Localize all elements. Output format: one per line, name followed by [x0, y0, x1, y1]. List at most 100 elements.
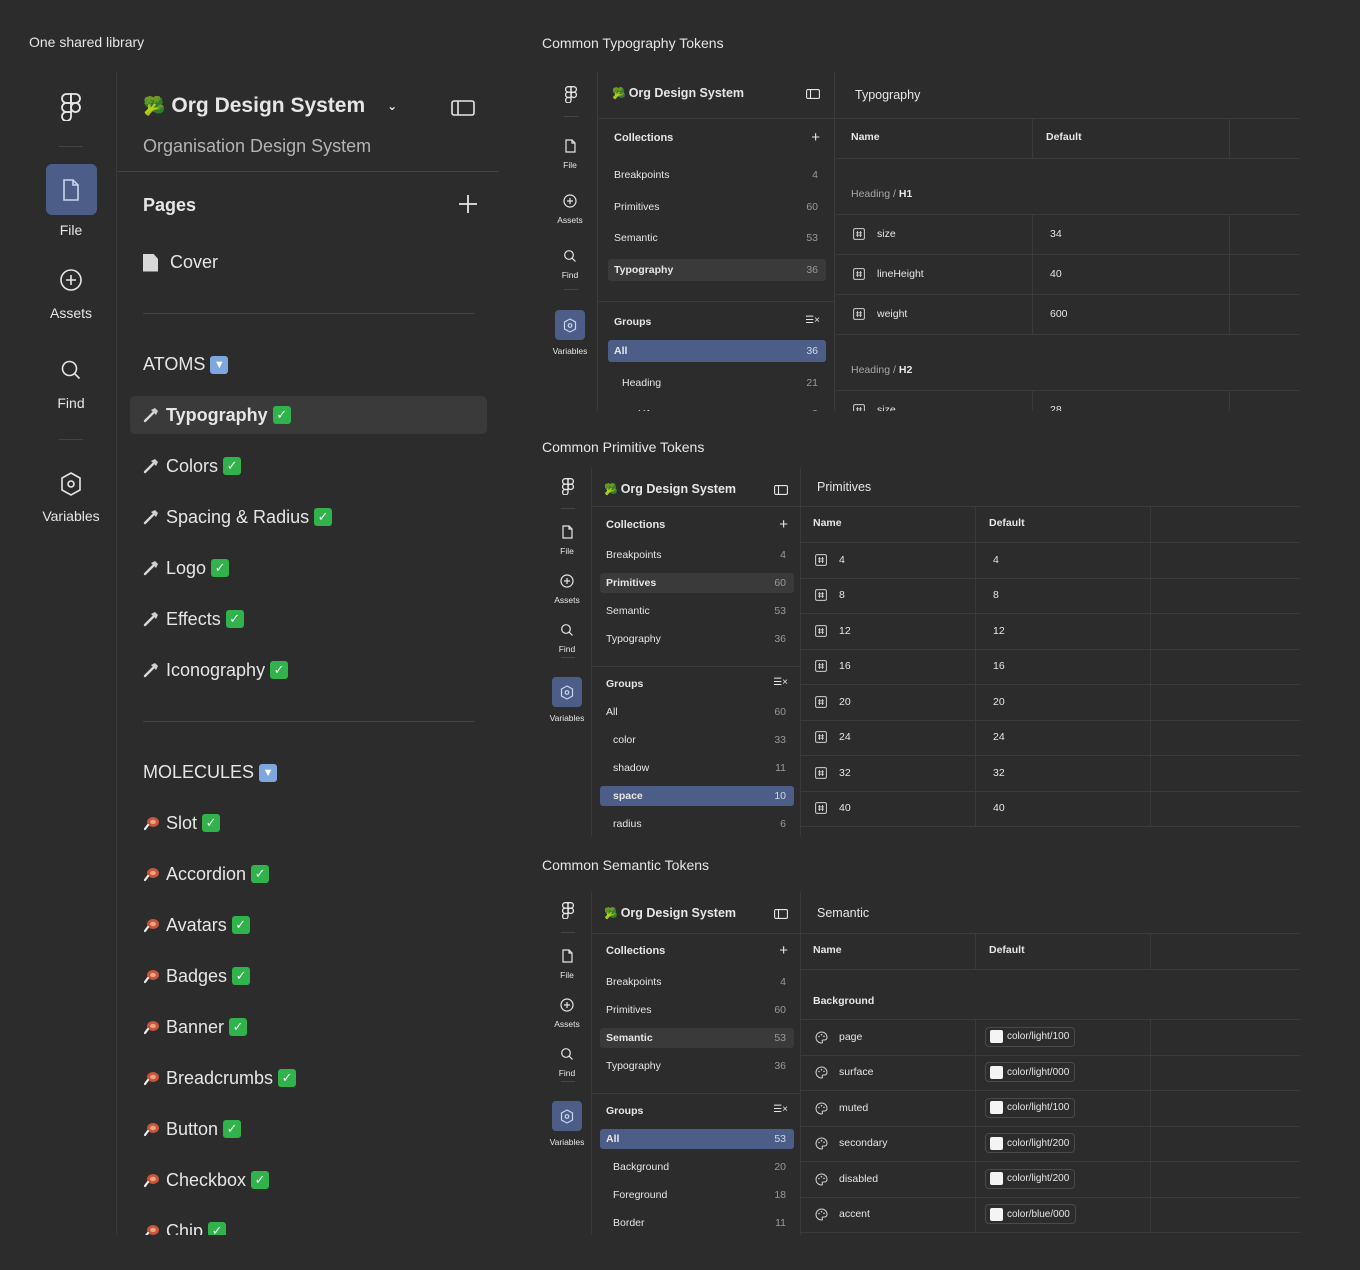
page-item-atom[interactable]: Effects ✓: [130, 600, 487, 638]
table-row[interactable]: muted color/light/100: [801, 1090, 1300, 1127]
sidebar-toggle-icon[interactable]: [774, 909, 788, 919]
group-item[interactable]: All 53: [600, 1129, 794, 1149]
collection-item[interactable]: Semantic 53: [600, 601, 794, 621]
page-item-molecule[interactable]: Chip ✓: [130, 1212, 487, 1235]
table-row[interactable]: size 34: [835, 214, 1300, 255]
alias-chip[interactable]: color/light/100: [985, 1026, 1076, 1047]
variable-value[interactable]: 34: [1050, 228, 1062, 240]
variable-value[interactable]: 24: [993, 731, 1005, 744]
page-item-atom[interactable]: Iconography ✓: [130, 651, 487, 689]
group-item[interactable]: color 33: [600, 730, 794, 750]
group-item[interactable]: Foreground 18: [600, 1185, 794, 1205]
collection-item[interactable]: Breakpoints 4: [600, 545, 794, 565]
table-row[interactable]: 20 20: [801, 684, 1300, 721]
group-item[interactable]: space 10: [600, 786, 794, 806]
page-item-atom[interactable]: Logo ✓: [130, 549, 487, 587]
library-title-row[interactable]: 🥦 Org Design System: [612, 86, 744, 100]
variable-value[interactable]: 20: [993, 695, 1005, 708]
alias-chip[interactable]: color/blue/000: [985, 1204, 1076, 1225]
group-item[interactable]: radius 6: [600, 814, 794, 834]
alias-chip[interactable]: color/light/200: [985, 1168, 1076, 1189]
library-title-row[interactable]: 🥦 Org Design System: [604, 906, 736, 920]
collection-item[interactable]: Primitives 60: [600, 573, 794, 593]
collection-item[interactable]: Typography 36: [600, 1056, 794, 1076]
variable-value[interactable]: 8: [993, 589, 999, 602]
rail-file[interactable]: File: [543, 948, 591, 980]
collection-item[interactable]: Primitives 60: [600, 1000, 794, 1020]
table-row[interactable]: weight 600: [835, 294, 1300, 335]
rail-file[interactable]: File: [543, 524, 591, 556]
variable-value[interactable]: 40: [1050, 268, 1062, 280]
table-row[interactable]: secondary color/light/200: [801, 1125, 1300, 1162]
variable-value[interactable]: 28: [1050, 404, 1062, 411]
alias-chip[interactable]: color/light/100: [985, 1097, 1076, 1118]
rail-file[interactable]: File: [26, 164, 116, 238]
page-item-molecule[interactable]: Checkbox ✓: [130, 1161, 487, 1199]
table-row[interactable]: 16 16: [801, 648, 1300, 685]
figma-logo-icon[interactable]: [561, 902, 574, 919]
page-item-molecule[interactable]: Avatars ✓: [130, 906, 487, 944]
library-title-row[interactable]: 🥦 Org Design System: [604, 482, 736, 496]
table-row[interactable]: disabled color/light/200: [801, 1161, 1300, 1198]
sidebar-toggle-icon[interactable]: [806, 89, 820, 99]
rail-assets[interactable]: Assets: [543, 573, 591, 605]
table-row[interactable]: 12 12: [801, 613, 1300, 650]
group-item[interactable]: Background 20: [600, 1157, 794, 1177]
library-title-row[interactable]: 🥦 Org Design System ⌄: [143, 94, 397, 118]
figma-logo-icon[interactable]: [561, 478, 574, 495]
alias-chip[interactable]: color/light/000: [985, 1062, 1076, 1083]
group-item[interactable]: Border 11: [600, 1213, 794, 1233]
sidebar-toggle-icon[interactable]: [451, 100, 475, 116]
collection-item[interactable]: Typography 36: [608, 258, 826, 281]
add-collection-icon[interactable]: +: [779, 942, 788, 959]
group-item[interactable]: H1 3: [608, 403, 826, 411]
group-item[interactable]: shadow 11: [600, 758, 794, 778]
variable-value[interactable]: 40: [993, 802, 1005, 815]
rail-assets[interactable]: Assets: [543, 997, 591, 1029]
rail-find[interactable]: Find: [543, 622, 591, 654]
variable-value[interactable]: 32: [993, 766, 1005, 779]
collection-item[interactable]: Semantic 53: [608, 227, 826, 249]
rail-file[interactable]: File: [543, 138, 597, 170]
collection-item[interactable]: Typography 36: [600, 629, 794, 649]
group-item[interactable]: Heading 21: [608, 372, 826, 394]
page-item-molecule[interactable]: Button ✓: [130, 1110, 487, 1148]
add-collection-icon[interactable]: +: [779, 516, 788, 533]
rail-variables[interactable]: Variables: [26, 469, 116, 524]
alias-chip[interactable]: color/light/200: [985, 1133, 1076, 1154]
add-page-icon[interactable]: [458, 194, 478, 214]
page-item-atom[interactable]: Colors ✓: [130, 447, 487, 485]
rail-variables[interactable]: Variables: [543, 310, 597, 356]
clear-filter-icon[interactable]: ☰×: [773, 677, 788, 688]
collection-item[interactable]: Breakpoints 4: [600, 972, 794, 992]
table-row[interactable]: lineHeight 40: [835, 254, 1300, 295]
table-row[interactable]: 24 24: [801, 719, 1300, 756]
variable-value[interactable]: 16: [993, 660, 1005, 673]
table-row[interactable]: page color/light/100: [801, 1019, 1300, 1056]
collection-item[interactable]: Breakpoints 4: [608, 164, 826, 186]
rail-find[interactable]: Find: [543, 1046, 591, 1078]
page-item-molecule[interactable]: Banner ✓: [130, 1008, 487, 1046]
variable-value[interactable]: 4: [993, 553, 999, 566]
rail-find[interactable]: Find: [26, 355, 116, 411]
page-item-molecule[interactable]: Slot ✓: [130, 804, 487, 842]
rail-find[interactable]: Find: [543, 248, 597, 280]
page-item-atom[interactable]: Spacing & Radius ✓: [130, 498, 487, 536]
page-item-molecule[interactable]: Accordion ✓: [130, 855, 487, 893]
clear-filter-icon[interactable]: ☰×: [773, 1104, 788, 1115]
variable-value[interactable]: 12: [993, 624, 1005, 637]
group-item[interactable]: All 60: [600, 702, 794, 722]
sidebar-toggle-icon[interactable]: [774, 485, 788, 495]
collection-item[interactable]: Primitives 60: [608, 196, 826, 218]
clear-filter-icon[interactable]: ☰×: [805, 315, 820, 326]
collection-item[interactable]: Semantic 53: [600, 1028, 794, 1048]
rail-assets[interactable]: Assets: [26, 265, 116, 321]
page-item-molecule[interactable]: Breadcrumbs ✓: [130, 1059, 487, 1097]
page-item-cover[interactable]: Cover: [143, 252, 218, 273]
table-row[interactable]: accent color/blue/000: [801, 1196, 1300, 1233]
variable-value[interactable]: 600: [1050, 308, 1068, 320]
figma-logo-icon[interactable]: [564, 86, 577, 103]
table-row[interactable]: size 28: [835, 390, 1300, 411]
